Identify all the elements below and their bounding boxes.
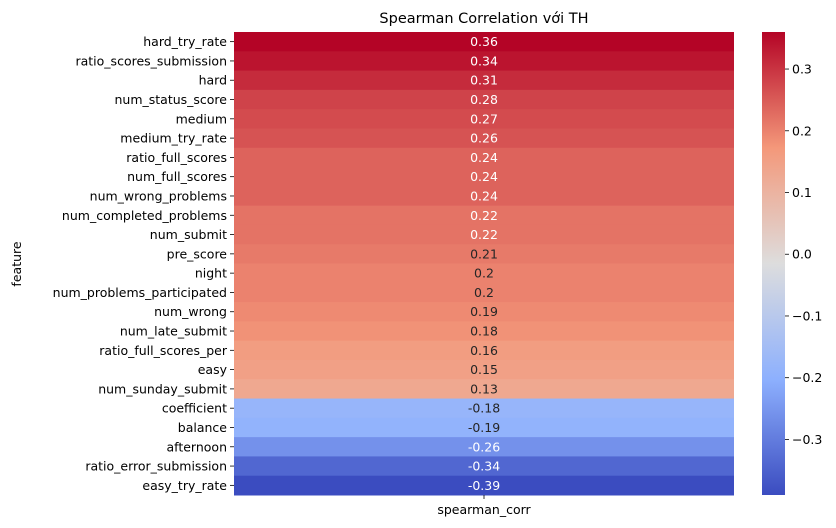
- heatmap-cell: [234, 379, 734, 400]
- cell-value-label: 0.34: [470, 53, 498, 68]
- cell-value-label: 0.22: [470, 208, 498, 223]
- y-tick-label: pre_score: [167, 246, 228, 261]
- heatmap-cell: [234, 263, 734, 284]
- heatmap-cell: [234, 89, 734, 110]
- heatmap-cell: [234, 147, 734, 168]
- colorbar-gradient: [762, 32, 785, 495]
- y-tick-label: medium: [176, 111, 227, 126]
- column-labels: spearman_corr: [437, 495, 532, 517]
- cell-value-label: 0.31: [470, 73, 498, 88]
- heatmap-cell: [234, 186, 734, 207]
- y-tick-label: ratio_full_scores: [126, 150, 227, 165]
- colorbar: 0.3 0.2 0.1 0.0 −0.1 −0.2 −0.3: [762, 32, 822, 495]
- cell-value-label: 0.22: [470, 227, 498, 242]
- heatmap-cell: [234, 302, 734, 322]
- cell-value-label: -0.26: [468, 439, 500, 454]
- y-tick-label: num_status_score: [114, 92, 227, 107]
- cell-value-label: 0.2: [474, 285, 494, 300]
- heatmap-cell: [234, 321, 734, 342]
- heatmap-cell: [234, 475, 734, 496]
- y-tick-label: num_problems_participated: [53, 285, 227, 300]
- cell-value-label: 0.27: [470, 111, 498, 126]
- colorbar-tick-label: −0.2: [792, 370, 822, 385]
- y-tick-label: num_full_scores: [127, 169, 227, 184]
- cell-value-label: 0.24: [470, 188, 498, 203]
- cell-value-label: 0.36: [470, 34, 498, 49]
- cell-value-label: 0.28: [470, 92, 498, 107]
- y-tick-label: ratio_error_submission: [85, 459, 227, 474]
- heatmap-cell: [234, 224, 734, 245]
- heatmap-cell: [234, 32, 734, 52]
- cell-value-label: 0.19: [470, 304, 498, 319]
- y-tick-label: easy_try_rate: [142, 478, 227, 493]
- y-tick-label: ratio_full_scores_per: [99, 343, 228, 358]
- y-tick-label: easy: [198, 362, 228, 377]
- cell-value-label: -0.19: [468, 420, 500, 435]
- colorbar-tick-label: −0.3: [792, 432, 822, 447]
- cell-value-label: 0.16: [470, 343, 498, 358]
- y-tick-label: balance: [178, 420, 228, 435]
- cell-value-label: -0.18: [468, 401, 500, 416]
- heatmap-cell: [234, 70, 734, 91]
- colorbar-tick-label: 0.2: [792, 123, 812, 138]
- cell-value-label: -0.39: [468, 478, 500, 493]
- y-tick-label: night: [195, 266, 227, 281]
- heatmap-cell: [234, 167, 734, 187]
- y-tick-label: hard_try_rate: [143, 34, 227, 49]
- chart-title: Spearman Correlation với TH: [379, 11, 588, 27]
- cell-value-label: 0.26: [470, 131, 498, 146]
- heatmap-cell: [234, 205, 734, 226]
- y-tick-label: num_wrong_problems: [90, 188, 227, 203]
- heatmap-cell: [234, 282, 734, 303]
- colorbar-tick-label: 0.1: [792, 185, 812, 200]
- y-tick-label: afternoon: [167, 439, 228, 454]
- y-tick-label: num_late_submit: [120, 324, 227, 339]
- cell-value-label: 0.15: [470, 362, 498, 377]
- heatmap-cell: [234, 109, 734, 129]
- heatmap-cell: [234, 51, 734, 72]
- cell-value-label: 0.13: [470, 381, 498, 396]
- cell-value-label: -0.34: [468, 459, 500, 474]
- cell-value-label: 0.21: [470, 246, 498, 261]
- heatmap-cell: [234, 398, 734, 419]
- heatmap-cell: [234, 437, 734, 457]
- y-tick-label: coefficient: [162, 401, 227, 416]
- y-axis-label: feature: [9, 241, 24, 286]
- y-tick-label: medium_try_rate: [120, 131, 227, 146]
- x-tick-label: spearman_corr: [437, 502, 531, 517]
- y-tick-label: ratio_scores_submission: [75, 53, 227, 68]
- heatmap-cell: [234, 456, 734, 477]
- cell-value-label: 0.18: [470, 324, 498, 339]
- heatmap-cell: [234, 359, 734, 380]
- heatmap-cell: [234, 340, 734, 361]
- y-tick-label: num_submit: [150, 227, 227, 242]
- colorbar-tick-label: 0.0: [792, 247, 812, 262]
- colorbar-tick-label: 0.3: [792, 62, 812, 77]
- heatmap-cell: [234, 417, 734, 438]
- cell-value-label: 0.24: [470, 169, 498, 184]
- y-tick-label: num_sunday_submit: [98, 381, 227, 396]
- heatmap-cell: [234, 244, 734, 264]
- heatmap-cell: [234, 128, 734, 149]
- cell-value-label: 0.24: [470, 150, 498, 165]
- y-tick-label: num_wrong: [154, 304, 227, 319]
- y-tick-label: hard: [199, 73, 227, 88]
- row-labels: hard_try_rate ratio_scores_submissionhard…: [53, 34, 234, 493]
- heatmap-cells: 0.36 0.34 0.31 0.28 0.27 0.26 0.24 0.24 0.24 0.22…: [234, 32, 734, 496]
- y-tick-label: num_completed_problems: [62, 208, 227, 223]
- colorbar-tick-label: −0.1: [792, 308, 822, 323]
- cell-value-label: 0.2: [474, 266, 494, 281]
